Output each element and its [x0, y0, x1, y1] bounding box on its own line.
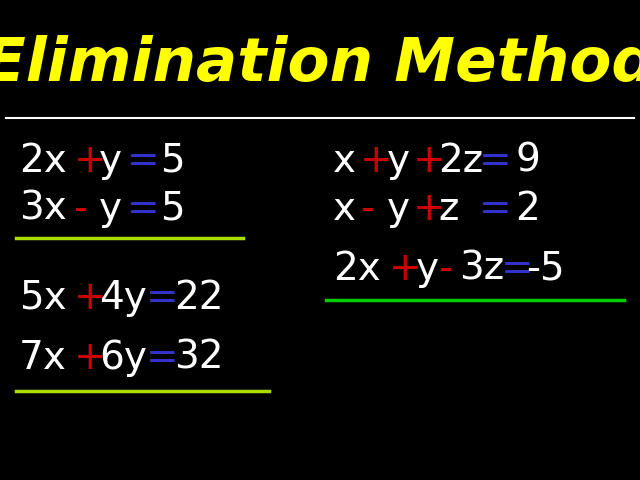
Text: =: = — [146, 278, 179, 317]
Text: 4y: 4y — [99, 278, 147, 317]
Text: +: + — [74, 338, 106, 377]
Text: +: + — [74, 142, 106, 180]
Text: Elimination Method: Elimination Method — [0, 36, 640, 94]
Text: -: - — [360, 190, 374, 228]
Text: y: y — [387, 142, 410, 180]
Text: y: y — [99, 142, 122, 180]
Text: 2x: 2x — [19, 142, 67, 180]
Text: 6y: 6y — [99, 338, 147, 377]
Text: 5: 5 — [160, 190, 184, 228]
Text: -: - — [438, 250, 452, 288]
Text: =: = — [479, 142, 511, 180]
Text: -: - — [74, 190, 88, 228]
Text: 3z: 3z — [460, 250, 505, 288]
Text: y: y — [387, 190, 410, 228]
Text: y: y — [99, 190, 122, 228]
Text: +: + — [413, 142, 445, 180]
Text: 9: 9 — [515, 142, 540, 180]
Text: 5x: 5x — [19, 278, 67, 317]
Text: -5: -5 — [526, 250, 564, 288]
Text: y: y — [416, 250, 439, 288]
Text: +: + — [389, 250, 422, 288]
Text: 5: 5 — [160, 142, 184, 180]
Text: =: = — [127, 142, 159, 180]
Text: 2: 2 — [515, 190, 540, 228]
Text: =: = — [479, 190, 511, 228]
Text: z: z — [438, 190, 459, 228]
Text: 2x: 2x — [333, 250, 381, 288]
Text: =: = — [500, 250, 533, 288]
Text: x: x — [333, 142, 356, 180]
Text: =: = — [146, 338, 179, 377]
Text: +: + — [413, 190, 445, 228]
Text: x: x — [333, 190, 356, 228]
Text: 2z: 2z — [438, 142, 484, 180]
Text: 7x: 7x — [19, 338, 67, 377]
Text: 32: 32 — [174, 338, 223, 377]
Text: =: = — [127, 190, 159, 228]
Text: 22: 22 — [174, 278, 223, 317]
Text: +: + — [360, 142, 392, 180]
Text: 3x: 3x — [19, 190, 67, 228]
Text: +: + — [74, 278, 106, 317]
